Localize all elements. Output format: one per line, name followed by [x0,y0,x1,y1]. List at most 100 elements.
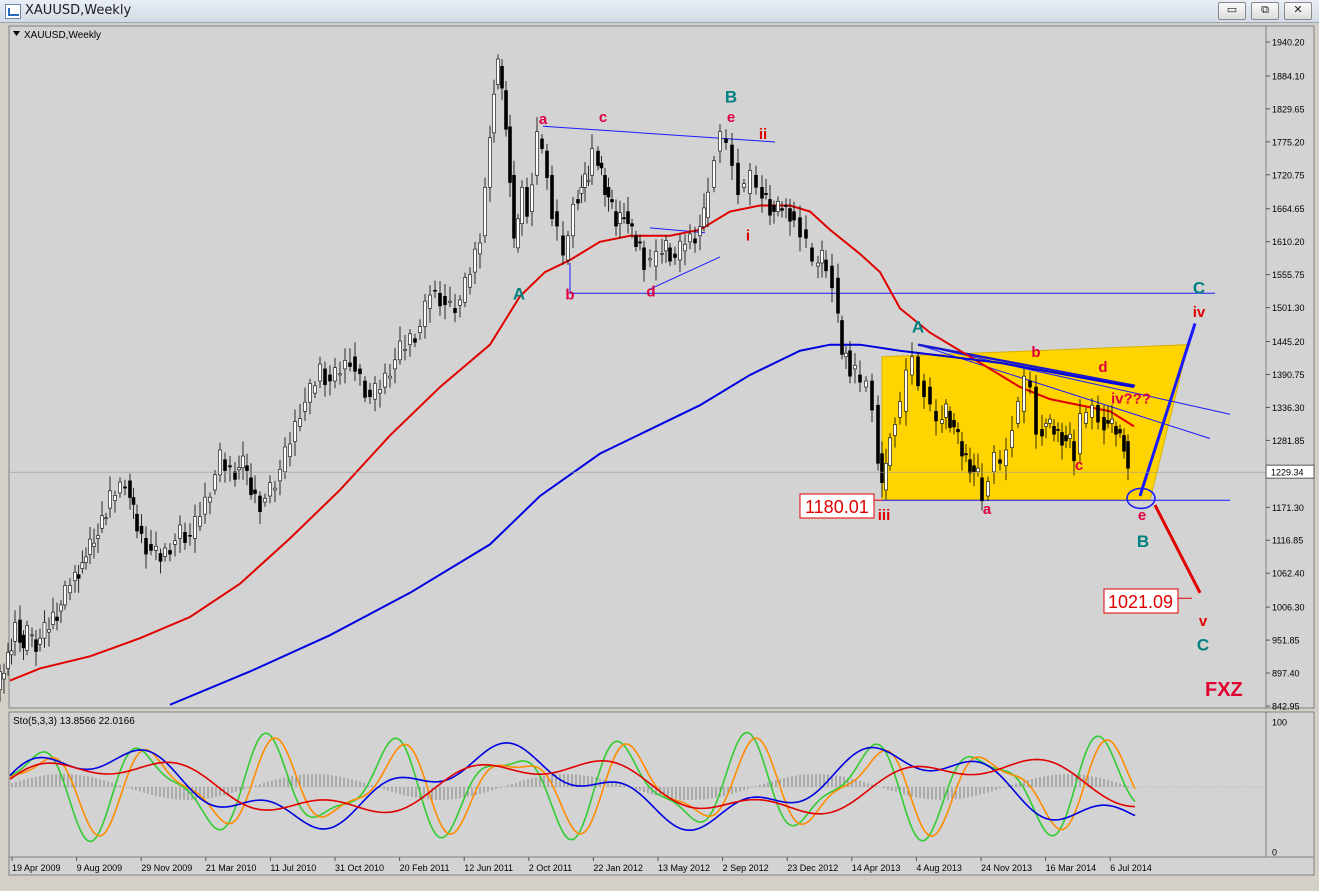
price-tick-label: 1006.30 [1272,603,1305,613]
price-candle-body [413,338,417,343]
price-candle-body [448,300,452,303]
lower-small-triangle-line [649,256,721,290]
time-tick-label: 14 Apr 2013 [852,863,901,873]
price-candle-body [1016,401,1020,424]
price-candle-body [673,253,677,258]
price-candle-body [154,545,158,551]
price-candle-body [520,187,524,224]
price-candle-body [38,637,42,645]
wave-label-9: A [912,318,924,337]
price-candle-body [678,240,682,261]
price-candle-body [830,265,834,289]
price-candle-body [328,374,332,382]
stochastic-panel[interactable] [8,711,1267,858]
price-tick-label: 1390.75 [1272,370,1305,380]
time-tick-label: 11 Jul 2010 [270,863,316,873]
wave-label-8: d [646,283,655,300]
price-candle-body [144,538,148,555]
price-candle-body [168,550,172,555]
price-candle-body [792,211,796,221]
price-candle-body [788,208,792,222]
price-candle-body [664,240,668,252]
wave-label-2: c [599,109,607,126]
price-candle-body [776,200,780,212]
price-candle-body [512,174,516,239]
current-price-text: 1229.34 [1271,468,1304,478]
price-candle-body [730,144,734,166]
price-candle-body [418,326,422,333]
stochastic-main-line [9,731,1136,843]
price-tick-label: 1281.85 [1272,436,1305,446]
price-candle-body [55,616,59,621]
symbol-dropdown-icon[interactable] [13,31,20,36]
price-candle-body [576,199,580,204]
price-candle-body [844,352,848,358]
price-candle-body [516,218,520,249]
wave-label-17: B [1137,532,1149,551]
price-candle-body [626,211,630,224]
price-box-1180: 1180.01 [799,493,875,519]
price-candle-body [944,403,948,418]
fxz-watermark: FXZ [1205,679,1243,701]
stochastic-tick-label: 100 [1272,718,1287,728]
price-candle-body [888,437,892,467]
price-candle-body [748,170,752,194]
wave-label-3: B [725,88,737,107]
price-candle-body [96,535,100,539]
projection-down-arrow-line [1153,504,1202,594]
time-tick-label: 22 Jan 2012 [593,863,643,873]
price-candle-body [922,380,926,398]
price-candle-body [1068,433,1072,439]
price-candle-body [525,187,529,217]
price-candle-body [233,471,237,480]
price-candle-body [1010,430,1014,448]
price-candle-body [283,446,287,473]
time-tick-label: 16 Mar 2014 [1046,863,1097,873]
price-axis-panel [1265,25,1315,709]
restore-button[interactable]: ⧉ [1251,2,1279,20]
target-circle [1126,487,1156,510]
price-candle-body [622,217,626,220]
price-tick-label: 1555.75 [1272,270,1305,280]
price-candle-body [1060,432,1064,446]
price-candle-body [378,389,382,394]
price-candle-body [458,299,462,306]
price-candle-body [804,229,808,239]
price-candle-body [1096,404,1100,423]
price-candle-body [504,90,508,130]
price-candle-body [438,292,442,307]
price-candle-body [634,235,638,247]
price-tick-label: 1610.20 [1272,237,1305,247]
price-candle-body [540,138,544,149]
close-button[interactable]: ✕ [1284,2,1312,20]
price-candle-body [63,585,67,606]
price-candle-body [836,277,840,314]
price-candle-body [258,495,262,513]
price-candle-body [100,515,104,529]
price-candle-body [986,481,990,497]
price-candle-body [718,131,722,152]
price-candle-body [363,380,367,398]
price-candle-body [241,455,245,469]
blue-moving-average-line [169,343,1135,706]
wave-label-10: b [1031,344,1040,361]
window-title: XAUUSD,Weekly [25,3,132,18]
price-candle-body [972,465,976,473]
price-candle-body [545,150,549,178]
price-candle-body [393,359,397,370]
price-candle-body [816,262,820,267]
price-tick-label: 897.40 [1272,669,1300,679]
price-candle-body [323,368,327,385]
price-candle-body [1044,423,1048,427]
price-candle-body [76,574,81,579]
price-candle-body [496,58,500,85]
price-candle-body [668,247,672,262]
price-candle-body [253,489,257,494]
price-candle-body [18,619,22,643]
time-tick-label: 12 Jun 2011 [464,863,513,873]
window-titlebar: XAUUSD,Weekly ▭ ⧉ ✕ [0,0,1319,23]
price-candle-body [1102,417,1106,431]
minimize-button[interactable]: ▭ [1218,2,1246,20]
price-candle-body [183,531,187,543]
